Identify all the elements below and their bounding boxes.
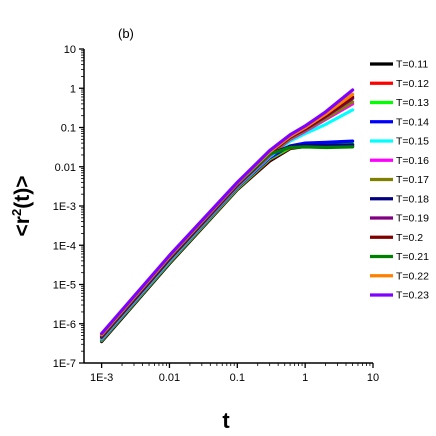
- legend-item: T=0.13: [370, 97, 429, 109]
- series-line-T=0.21: [99, 145, 355, 337]
- legend-item: T=0.15: [370, 136, 429, 148]
- legend-item: T=0.22: [370, 270, 429, 282]
- x-tick-label: 1: [302, 372, 308, 384]
- legend-label: T=0.11: [396, 59, 428, 71]
- y-tick-label: 0.01: [55, 162, 76, 174]
- x-tick-label: 10: [367, 372, 379, 384]
- y-tick-label: 0.1: [61, 123, 76, 135]
- legend-label: T=0.15: [396, 136, 429, 148]
- axes: 1E-7 1E-6 1E-5 1E-4 1E-3 0.01 0.1 1 10 1E-3 0.01 0.…: [53, 44, 379, 384]
- legend-label: T=0.17: [396, 174, 429, 186]
- legend-label: T=0.2: [396, 232, 423, 244]
- legend: T=0.11 T=0.12 T=0.13 T=0.14 T=0.15 T=0.16 T=0.…: [370, 59, 429, 302]
- legend-item: T=0.23: [370, 290, 429, 302]
- legend-label: T=0.22: [396, 270, 429, 282]
- legend-item: T=0.11: [370, 59, 428, 71]
- series-layer: [99, 88, 355, 344]
- legend-item: T=0.2: [370, 232, 423, 244]
- y-tick-label: 10: [64, 44, 76, 56]
- x-tick-label: 0.01: [159, 372, 180, 384]
- series-line-T=0.17: [99, 100, 355, 340]
- series-line-T=0.18: [99, 143, 355, 339]
- y-tick-label: 1E-3: [53, 201, 76, 213]
- x-axis-title: t: [222, 408, 230, 433]
- series-line-T=0.16: [99, 102, 355, 340]
- legend-item: T=0.17: [370, 174, 429, 186]
- y-tick-label: 1: [70, 83, 76, 95]
- legend-item: T=0.16: [370, 155, 429, 167]
- y-axis-title: <r2(t)>: [9, 176, 34, 237]
- legend-item: T=0.21: [370, 251, 429, 263]
- x-tick-label: 1E-3: [90, 372, 113, 384]
- y-tick-label: 1E-7: [53, 358, 76, 370]
- legend-item: T=0.18: [370, 193, 429, 205]
- legend-label: T=0.23: [396, 290, 429, 302]
- series-line-T=0.14: [99, 139, 355, 341]
- legend-item: T=0.12: [370, 78, 429, 90]
- y-tick-label: 1E-5: [53, 280, 76, 292]
- legend-label: T=0.14: [396, 116, 429, 128]
- legend-label: T=0.12: [396, 78, 429, 90]
- legend-label: T=0.18: [396, 193, 429, 205]
- x-tick-label: 0.1: [230, 372, 245, 384]
- legend-label: T=0.13: [396, 97, 429, 109]
- panel-label: (b): [118, 26, 134, 41]
- y-tick-label: 1E-6: [53, 319, 76, 331]
- legend-item: T=0.14: [370, 116, 429, 128]
- series-line-T=0.13: [99, 142, 355, 342]
- legend-item: T=0.19: [370, 213, 429, 225]
- series-line-T=0.12: [99, 143, 355, 343]
- legend-label: T=0.19: [396, 213, 429, 225]
- series-line-T=0.11: [99, 144, 355, 344]
- legend-label: T=0.21: [396, 251, 429, 263]
- legend-label: T=0.16: [396, 155, 429, 167]
- series-line-T=0.23: [99, 88, 355, 336]
- y-tick-label: 1E-4: [53, 240, 76, 252]
